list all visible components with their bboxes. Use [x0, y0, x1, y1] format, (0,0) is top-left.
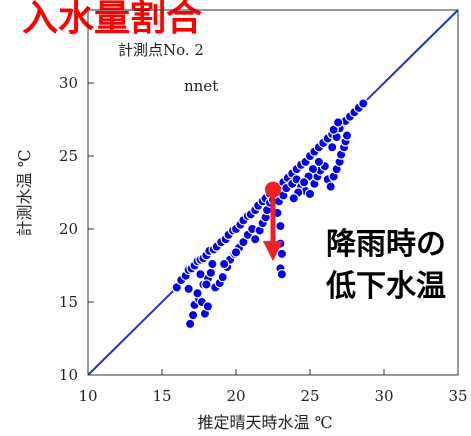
x-tick-label: 35	[448, 387, 467, 405]
data-point	[325, 181, 336, 192]
annotation-line-1: 降雨時の	[326, 227, 446, 262]
data-point	[298, 177, 310, 188]
y-tick-label: 10	[59, 366, 78, 384]
x-tick-label: 25	[300, 387, 319, 405]
inset-label-model: nnet	[184, 77, 218, 95]
data-point	[184, 318, 196, 330]
y-tick-label: 30	[59, 74, 78, 92]
data-point	[218, 258, 230, 270]
data-point	[202, 301, 214, 312]
plot-frame	[87, 9, 459, 376]
data-point	[304, 188, 316, 200]
data-point	[217, 271, 228, 283]
y-tick-label: 15	[59, 293, 78, 311]
data-point	[250, 234, 261, 245]
arrow-head	[263, 241, 283, 262]
data-point	[332, 117, 344, 128]
data-point	[187, 309, 199, 321]
y-tick-label: 25	[59, 147, 78, 165]
x-tick-label: 20	[226, 387, 245, 405]
data-point	[358, 98, 369, 109]
x-tick-label: 15	[152, 387, 171, 405]
x-tick-label: 10	[78, 387, 97, 405]
x-tick-label: 30	[374, 387, 393, 405]
data-point	[276, 248, 288, 260]
y-axis-label: 計測水温 ℃	[15, 150, 34, 237]
data-point	[201, 279, 212, 290]
annotation-line-2: 低下水温	[325, 269, 446, 304]
data-point	[230, 247, 242, 258]
data-point	[276, 269, 288, 280]
data-point	[275, 220, 286, 232]
x-tick-labels: 10 15 20 25 30 35	[78, 369, 468, 405]
y-tick-labels: 10 15 20 25 30	[59, 74, 94, 384]
data-point	[207, 258, 218, 270]
data-point	[205, 267, 217, 278]
data-point	[192, 288, 203, 299]
chart-heading: 入水量割合	[22, 0, 202, 39]
data-point	[341, 130, 353, 141]
data-point	[195, 269, 206, 280]
data-point	[288, 193, 299, 204]
drop-arrow	[263, 181, 283, 262]
data-point	[313, 156, 325, 168]
data-point	[183, 283, 194, 295]
inset-label-station: 計測点No. 2	[118, 41, 204, 59]
y-tick-label: 20	[59, 220, 78, 238]
scatter-points	[171, 98, 369, 330]
data-point	[327, 142, 338, 153]
x-axis-label: 推定晴天時水温 ℃	[198, 413, 333, 432]
